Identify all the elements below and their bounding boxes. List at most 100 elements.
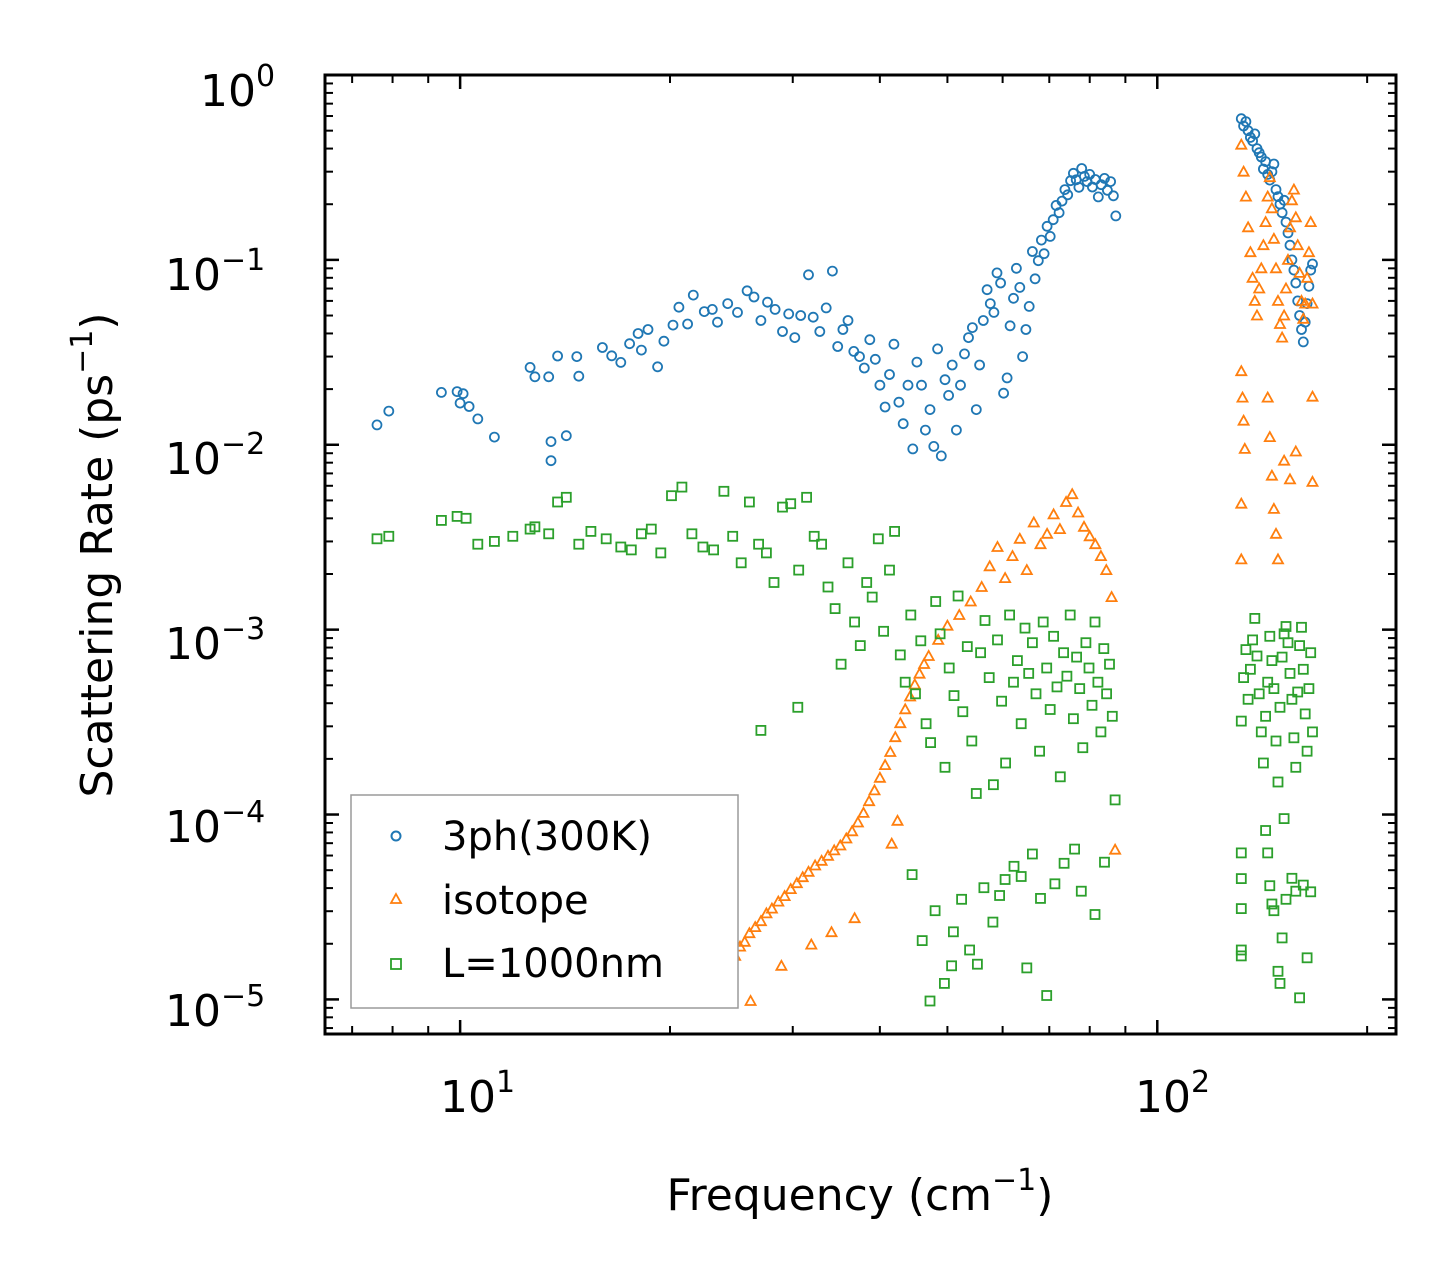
data-point <box>984 298 996 310</box>
data-point <box>1054 771 1066 783</box>
legend-marker-isotope <box>389 892 403 904</box>
data-point <box>741 285 753 297</box>
data-point <box>1074 683 1086 694</box>
data-point <box>742 926 756 939</box>
data-point <box>768 577 780 588</box>
plot-frame <box>323 73 1398 1036</box>
data-point <box>778 889 792 901</box>
data-point <box>1014 281 1026 293</box>
data-point <box>827 265 838 277</box>
data-point <box>869 353 881 365</box>
data-point <box>1264 630 1276 642</box>
data-point <box>524 361 536 373</box>
data-point <box>748 291 760 303</box>
data-point <box>1235 390 1250 403</box>
data-point <box>930 596 942 607</box>
data-point <box>1248 294 1262 306</box>
data-point <box>1089 616 1101 628</box>
data-point <box>761 547 772 559</box>
data-point <box>1044 230 1056 242</box>
data-point <box>824 925 839 938</box>
data-point <box>872 533 884 545</box>
data-point <box>1250 308 1264 321</box>
data-point <box>1305 296 1320 309</box>
data-point <box>983 559 997 572</box>
data-point <box>906 869 918 880</box>
data-point <box>686 528 698 540</box>
data-point <box>1294 992 1305 1004</box>
data-point <box>1073 181 1085 193</box>
data-point <box>967 322 978 334</box>
data-point <box>1061 670 1073 682</box>
data-point <box>552 350 563 362</box>
data-point <box>915 635 927 647</box>
data-point <box>383 530 395 542</box>
data-point <box>371 419 383 431</box>
data-point <box>1099 172 1110 184</box>
data-point <box>1279 281 1293 294</box>
legend-marker-l1000nm <box>390 958 402 970</box>
data-point <box>874 379 886 391</box>
data-point <box>1235 903 1247 914</box>
data-point <box>994 890 1005 901</box>
data-point <box>928 440 940 452</box>
data-point <box>884 369 895 380</box>
data-point <box>755 725 767 736</box>
data-point <box>883 745 897 757</box>
data-point <box>697 541 709 553</box>
data-point <box>803 269 814 281</box>
data-point <box>762 296 773 308</box>
x-tick-label-100: 102 <box>1135 1065 1210 1123</box>
data-point <box>792 701 804 713</box>
data-point <box>957 706 969 718</box>
data-point <box>1077 519 1091 532</box>
legend-entry-3ph: 3ph(300K) <box>390 814 652 860</box>
data-point <box>952 590 964 602</box>
data-point <box>1035 893 1046 904</box>
data-point <box>1302 245 1316 258</box>
data-point <box>472 538 484 550</box>
data-point <box>1110 210 1122 222</box>
svg-text:10−3: 10−3 <box>165 612 265 670</box>
data-point <box>1260 825 1271 836</box>
data-point <box>1265 201 1279 214</box>
data-point <box>708 544 719 556</box>
data-point <box>842 315 854 326</box>
data-point <box>1101 688 1112 700</box>
data-point <box>687 289 699 301</box>
data-point <box>1021 962 1033 974</box>
data-point <box>1068 167 1079 179</box>
data-point <box>1278 813 1290 824</box>
data-point <box>946 359 958 371</box>
data-point <box>1017 351 1028 363</box>
data-point <box>1272 776 1284 788</box>
data-point <box>1246 270 1260 283</box>
data-point <box>995 277 1006 289</box>
data-point <box>597 342 608 353</box>
data-point <box>1261 189 1275 202</box>
data-point <box>1098 643 1110 654</box>
data-point <box>727 530 739 542</box>
data-point <box>1064 609 1076 621</box>
data-point <box>1286 872 1298 884</box>
data-point <box>1297 663 1309 675</box>
data-point <box>1242 693 1254 705</box>
data-point <box>970 404 982 416</box>
y-tick-label-1e-2: 10−2 <box>165 427 265 485</box>
data-point <box>1276 651 1288 663</box>
data-point <box>1305 264 1317 276</box>
data-point <box>1108 842 1122 855</box>
data-point <box>706 303 718 315</box>
data-point <box>769 303 781 315</box>
data-point <box>793 564 805 576</box>
data-point <box>917 657 931 669</box>
data-point <box>848 911 862 924</box>
data-point <box>1252 281 1266 294</box>
data-point <box>925 737 936 748</box>
data-point <box>1083 662 1095 674</box>
data-point <box>673 301 685 313</box>
data-point <box>1247 135 1258 147</box>
data-point <box>718 485 730 497</box>
svg-text:101: 101 <box>440 1065 515 1123</box>
data-point <box>1283 220 1297 233</box>
